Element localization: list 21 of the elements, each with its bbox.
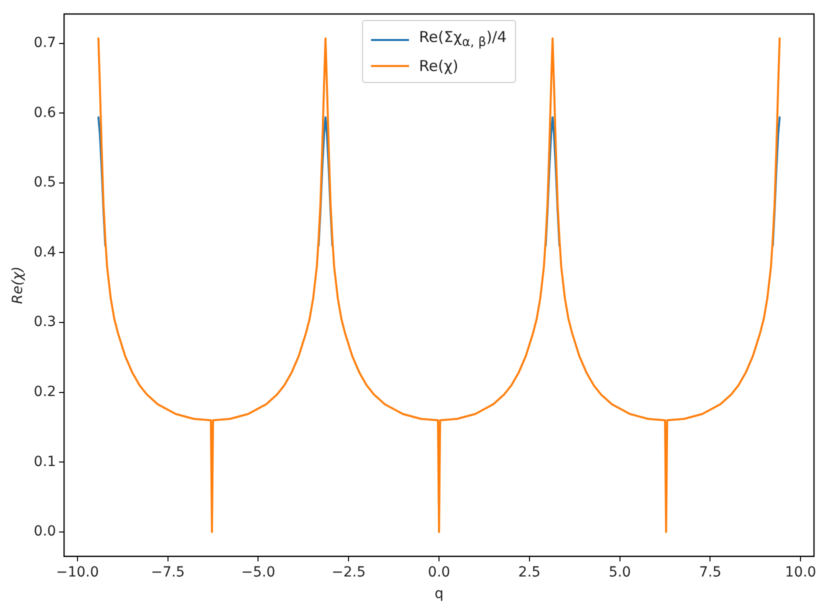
y-tick-label: 0.0 [34, 524, 56, 540]
y-tick-label: 0.1 [34, 454, 56, 470]
x-tick-label: 2.5 [518, 564, 541, 580]
x-tick-label: 5.0 [608, 564, 631, 580]
x-axis-title: q [434, 586, 444, 602]
x-tick-label: −10.0 [56, 564, 99, 580]
y-tick-label: 0.2 [34, 384, 56, 400]
y-axis-title: Re(χ) [10, 266, 26, 304]
x-tick-label: 10.0 [785, 564, 816, 580]
legend-label: Re(Σχ$_{α, β}$)/4 [419, 27, 507, 51]
y-tick-label: 0.7 [34, 34, 56, 51]
y-tick-label: 0.3 [34, 314, 56, 330]
x-tick-label: 0.0 [428, 564, 450, 580]
x-tick-label: −2.5 [332, 564, 366, 580]
x-tick-label: −7.5 [150, 564, 185, 580]
x-tick-label: −5.0 [241, 564, 276, 580]
y-tick-label: 0.4 [34, 244, 56, 260]
y-tick-label: 0.5 [34, 174, 56, 191]
x-tick-label: 7.5 [699, 564, 722, 580]
y-tick-label: 0.6 [34, 104, 56, 121]
legend-label: Re(χ) [419, 56, 458, 77]
